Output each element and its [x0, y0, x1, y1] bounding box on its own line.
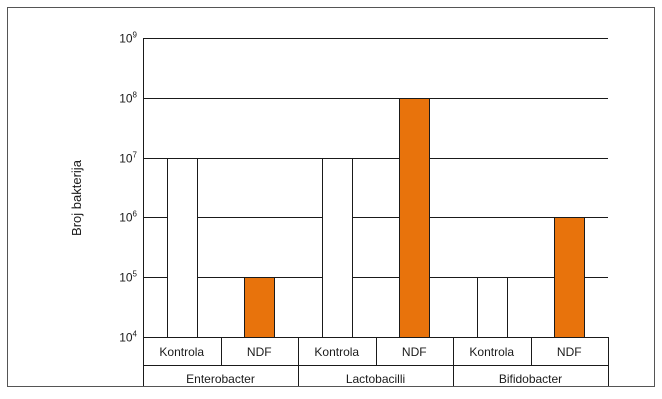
y-tick-exponent: 6 — [133, 210, 138, 219]
y-tick-exponent: 8 — [133, 91, 138, 100]
y-tick-base: 10 — [119, 331, 133, 345]
y-tick-base: 10 — [119, 271, 133, 285]
bar-ndf-lactobacilli — [399, 98, 430, 338]
bar-ndf-bifidobacter — [554, 217, 585, 338]
chart-frame — [7, 7, 655, 387]
y-tick-base: 10 — [119, 32, 133, 46]
y-tick-base: 10 — [119, 211, 133, 225]
y-tick-base: 10 — [119, 152, 133, 166]
bar-category-label: Kontrola — [159, 345, 204, 359]
y-tick-exponent: 5 — [133, 270, 138, 279]
y-tick-label: 107 — [119, 151, 137, 166]
bars — [167, 98, 585, 338]
bar-category-label: Kontrola — [314, 345, 359, 359]
y-tick-exponent: 4 — [133, 330, 138, 339]
y-tick-exponent: 7 — [133, 151, 138, 160]
y-tick-label: 108 — [119, 91, 137, 106]
bar-category-label: Kontrola — [469, 345, 514, 359]
group-label: Bifidobacter — [499, 372, 562, 386]
bar-category-label: NDF — [402, 345, 427, 359]
group-label: Enterobacter — [186, 372, 255, 386]
group-label: Lactobacilli — [346, 372, 405, 386]
y-tick-exponent: 9 — [133, 31, 138, 40]
y-tick-label: 105 — [119, 270, 137, 285]
x-axis: Kontrola NDF Enterobacter Kontrola NDF Lactob… — [143, 337, 609, 386]
bar-kontrola-enterobacter — [167, 158, 198, 338]
y-tick-base: 10 — [119, 92, 133, 106]
bar-kontrola-lactobacilli — [322, 158, 353, 338]
gridlines — [143, 38, 608, 338]
bar-ndf-enterobacter — [244, 277, 275, 338]
bar-category-label: NDF — [557, 345, 582, 359]
y-tick-label: 109 — [119, 31, 137, 46]
y-axis-label: Broj bakterija — [69, 159, 84, 236]
y-tick-label: 104 — [119, 330, 137, 345]
bar-kontrola-bifidobacter — [477, 277, 508, 338]
y-tick-label: 106 — [119, 210, 137, 225]
bar-category-label: NDF — [247, 345, 272, 359]
